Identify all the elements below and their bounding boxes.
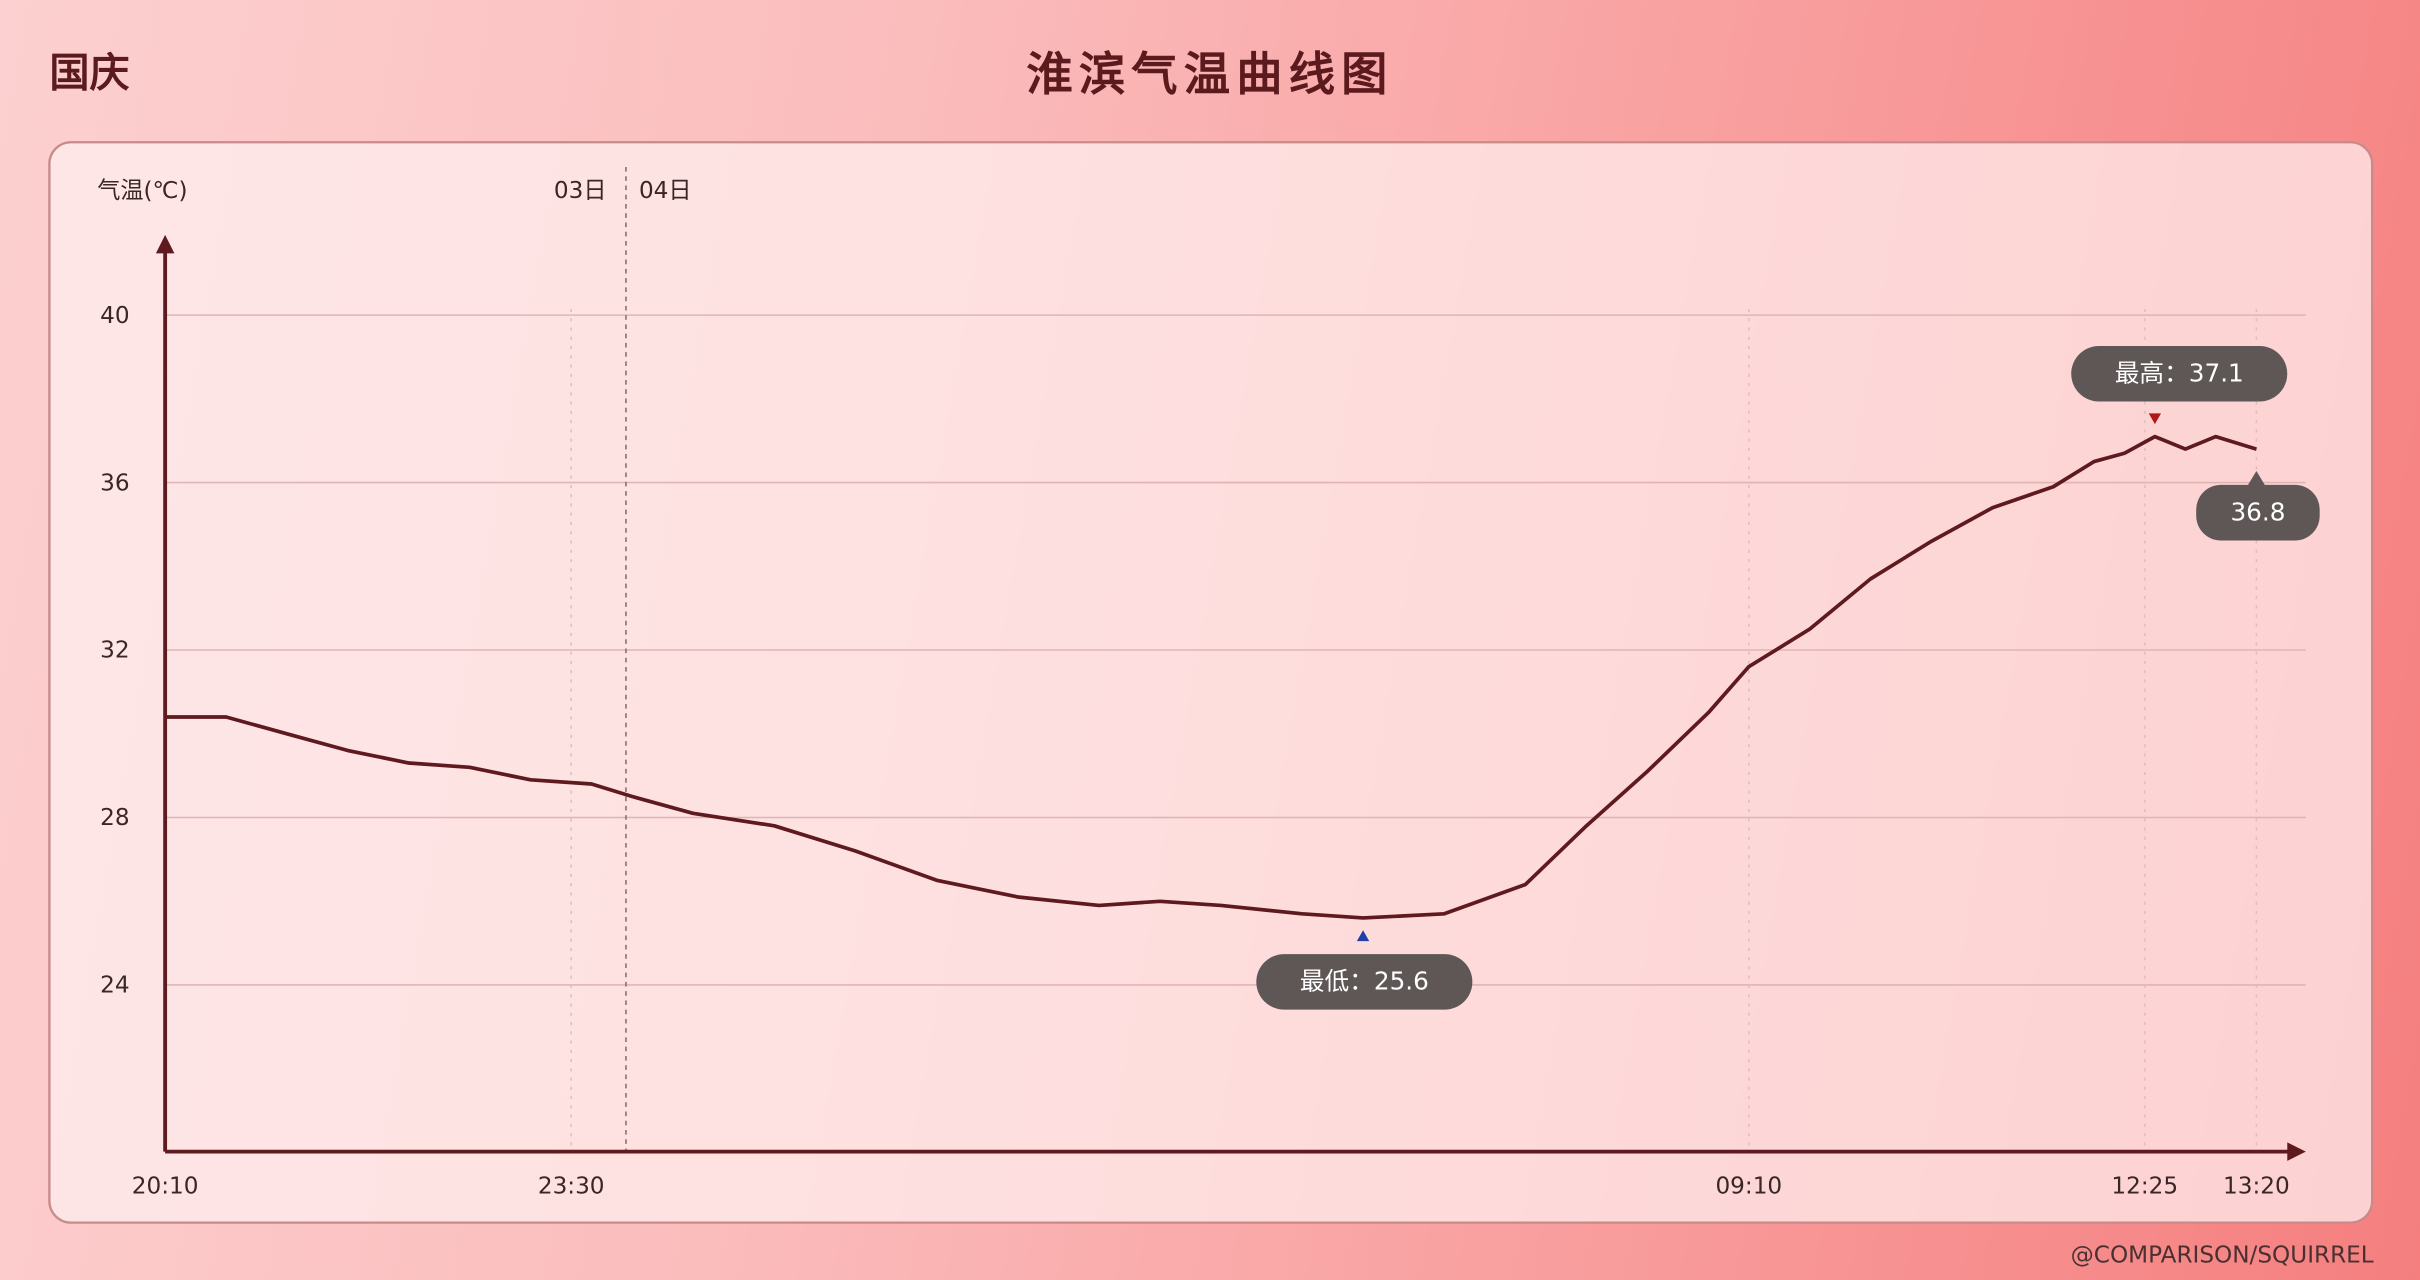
tooltip-max: 最高：37.1 [2071,345,2288,402]
x-tick-label: 20:10 [132,1173,199,1199]
tooltip-min-label: 最低：25.6 [1300,967,1429,996]
x-tick-label: 12:25 [2111,1173,2178,1199]
x-tick-label: 13:20 [2223,1173,2290,1199]
y-axis-arrow [155,234,175,254]
chart-title: 淮滨气温曲线图 [1026,47,1393,101]
tooltip-last-label: 36.8 [2230,497,2285,526]
y-tick-label: 32 [100,638,129,664]
max-marker [2148,413,2162,425]
tooltip-max-label: 最高：37.1 [2115,358,2244,387]
chart-card [48,141,2374,1224]
min-marker [1356,930,1370,942]
day-label-03: 03日 [554,178,607,204]
y-tick-label: 36 [100,470,129,496]
y-axis-label: 气温(℃) [97,178,187,204]
tooltip-last: 36.8 [2196,471,2320,541]
temperature-line [165,434,2257,920]
day-label-04: 04日 [639,178,692,204]
y-tick-label: 40 [100,303,129,329]
y-tick-label: 28 [100,805,129,831]
tooltip-min: 最低：25.6 [1256,954,1473,1010]
x-tick-label: 23:30 [538,1173,605,1199]
watermark: @COMPARISON/SQUIRREL [2071,1243,2374,1269]
y-tick-label: 24 [100,973,129,999]
x-axis-arrow [2287,1142,2306,1161]
header-left-label: 国庆 [49,50,129,97]
x-tick-label: 09:10 [1715,1173,1782,1199]
